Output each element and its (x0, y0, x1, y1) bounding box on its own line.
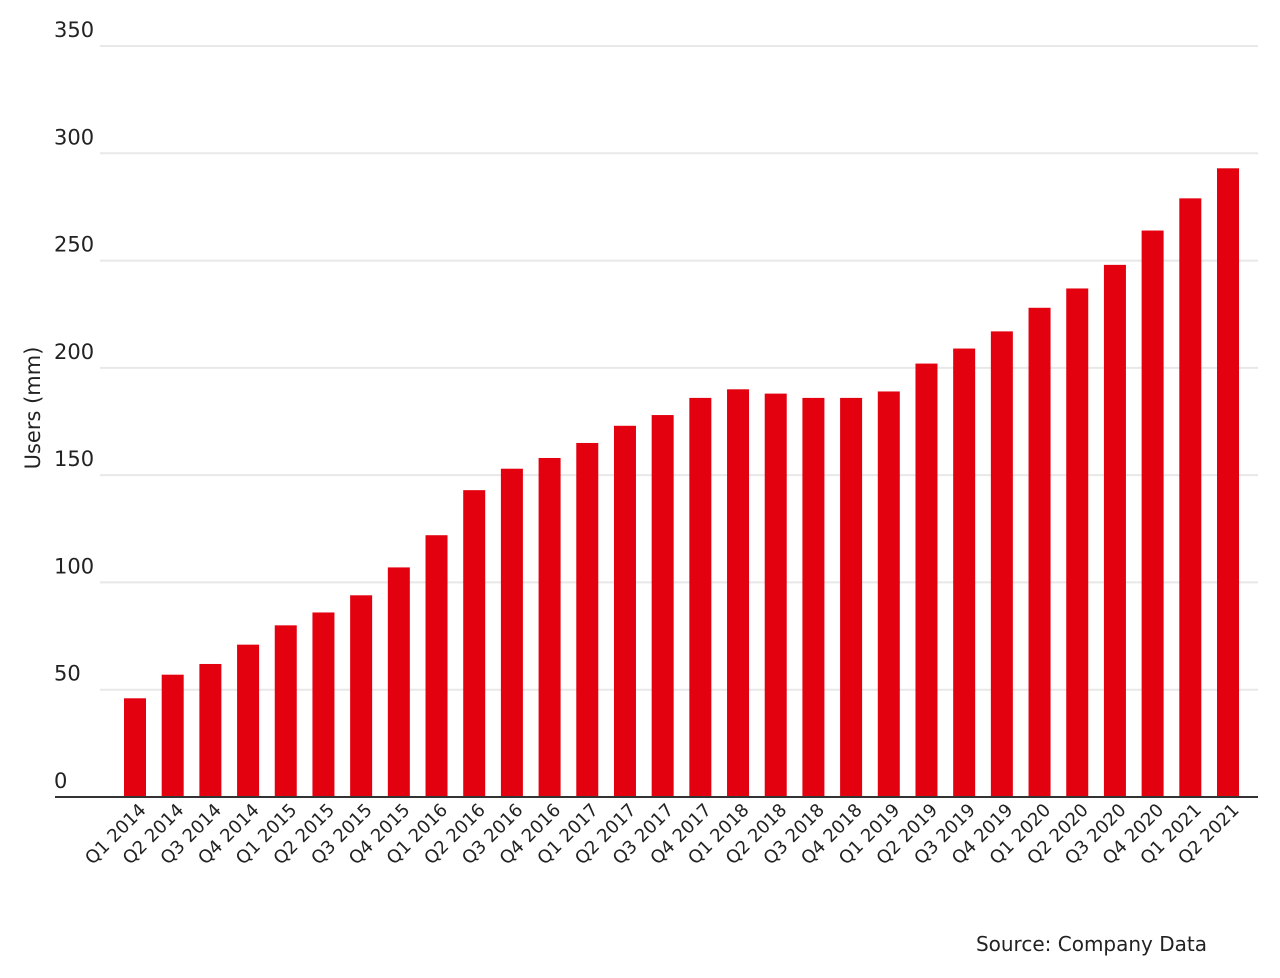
y-tick-label: 350 (54, 18, 94, 42)
bar (576, 442, 599, 797)
bar (1141, 230, 1164, 797)
bar (124, 698, 146, 797)
bar (689, 397, 712, 797)
bar (1028, 307, 1051, 797)
bar (350, 595, 373, 797)
bar (500, 468, 523, 797)
bar (915, 363, 938, 797)
bar (764, 393, 787, 797)
bar (274, 625, 297, 797)
y-tick-label: 50 (54, 662, 81, 686)
bar (990, 331, 1013, 797)
y-tick-label: 100 (54, 554, 94, 578)
bar (387, 567, 410, 797)
bar (1066, 288, 1089, 797)
y-tick-label: 250 (54, 233, 94, 257)
bar (538, 457, 561, 797)
bar (1179, 198, 1202, 798)
bar (613, 425, 636, 797)
bar (727, 389, 750, 797)
bar (463, 490, 486, 797)
bar (425, 535, 448, 797)
bar (312, 612, 335, 797)
y-tick-label: 150 (54, 447, 94, 471)
y-axis-ticks: 0 50 100 150 200 250 300 350 (54, 18, 94, 793)
bar (802, 397, 825, 797)
bars (124, 168, 1239, 798)
y-axis-title: Users (mm) (21, 347, 45, 470)
y-tick-label: 200 (54, 340, 94, 364)
source-note: Source: Company Data (976, 932, 1207, 956)
bar (161, 674, 184, 797)
y-tick-label: 300 (54, 125, 94, 149)
bar (1103, 264, 1126, 797)
bar (840, 397, 863, 797)
bar (651, 415, 674, 797)
bar (199, 663, 222, 797)
y-tick-label: 0 (54, 769, 67, 793)
bar (877, 391, 900, 797)
bar (237, 644, 260, 797)
bar (1217, 168, 1239, 797)
bar (953, 348, 976, 797)
gridlines (100, 45, 1258, 691)
